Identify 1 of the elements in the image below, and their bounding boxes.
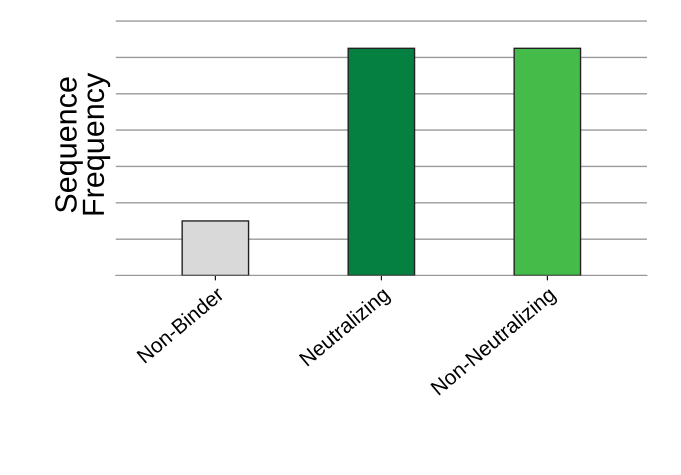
y-axis-title: Sequence Frequency <box>55 72 110 215</box>
